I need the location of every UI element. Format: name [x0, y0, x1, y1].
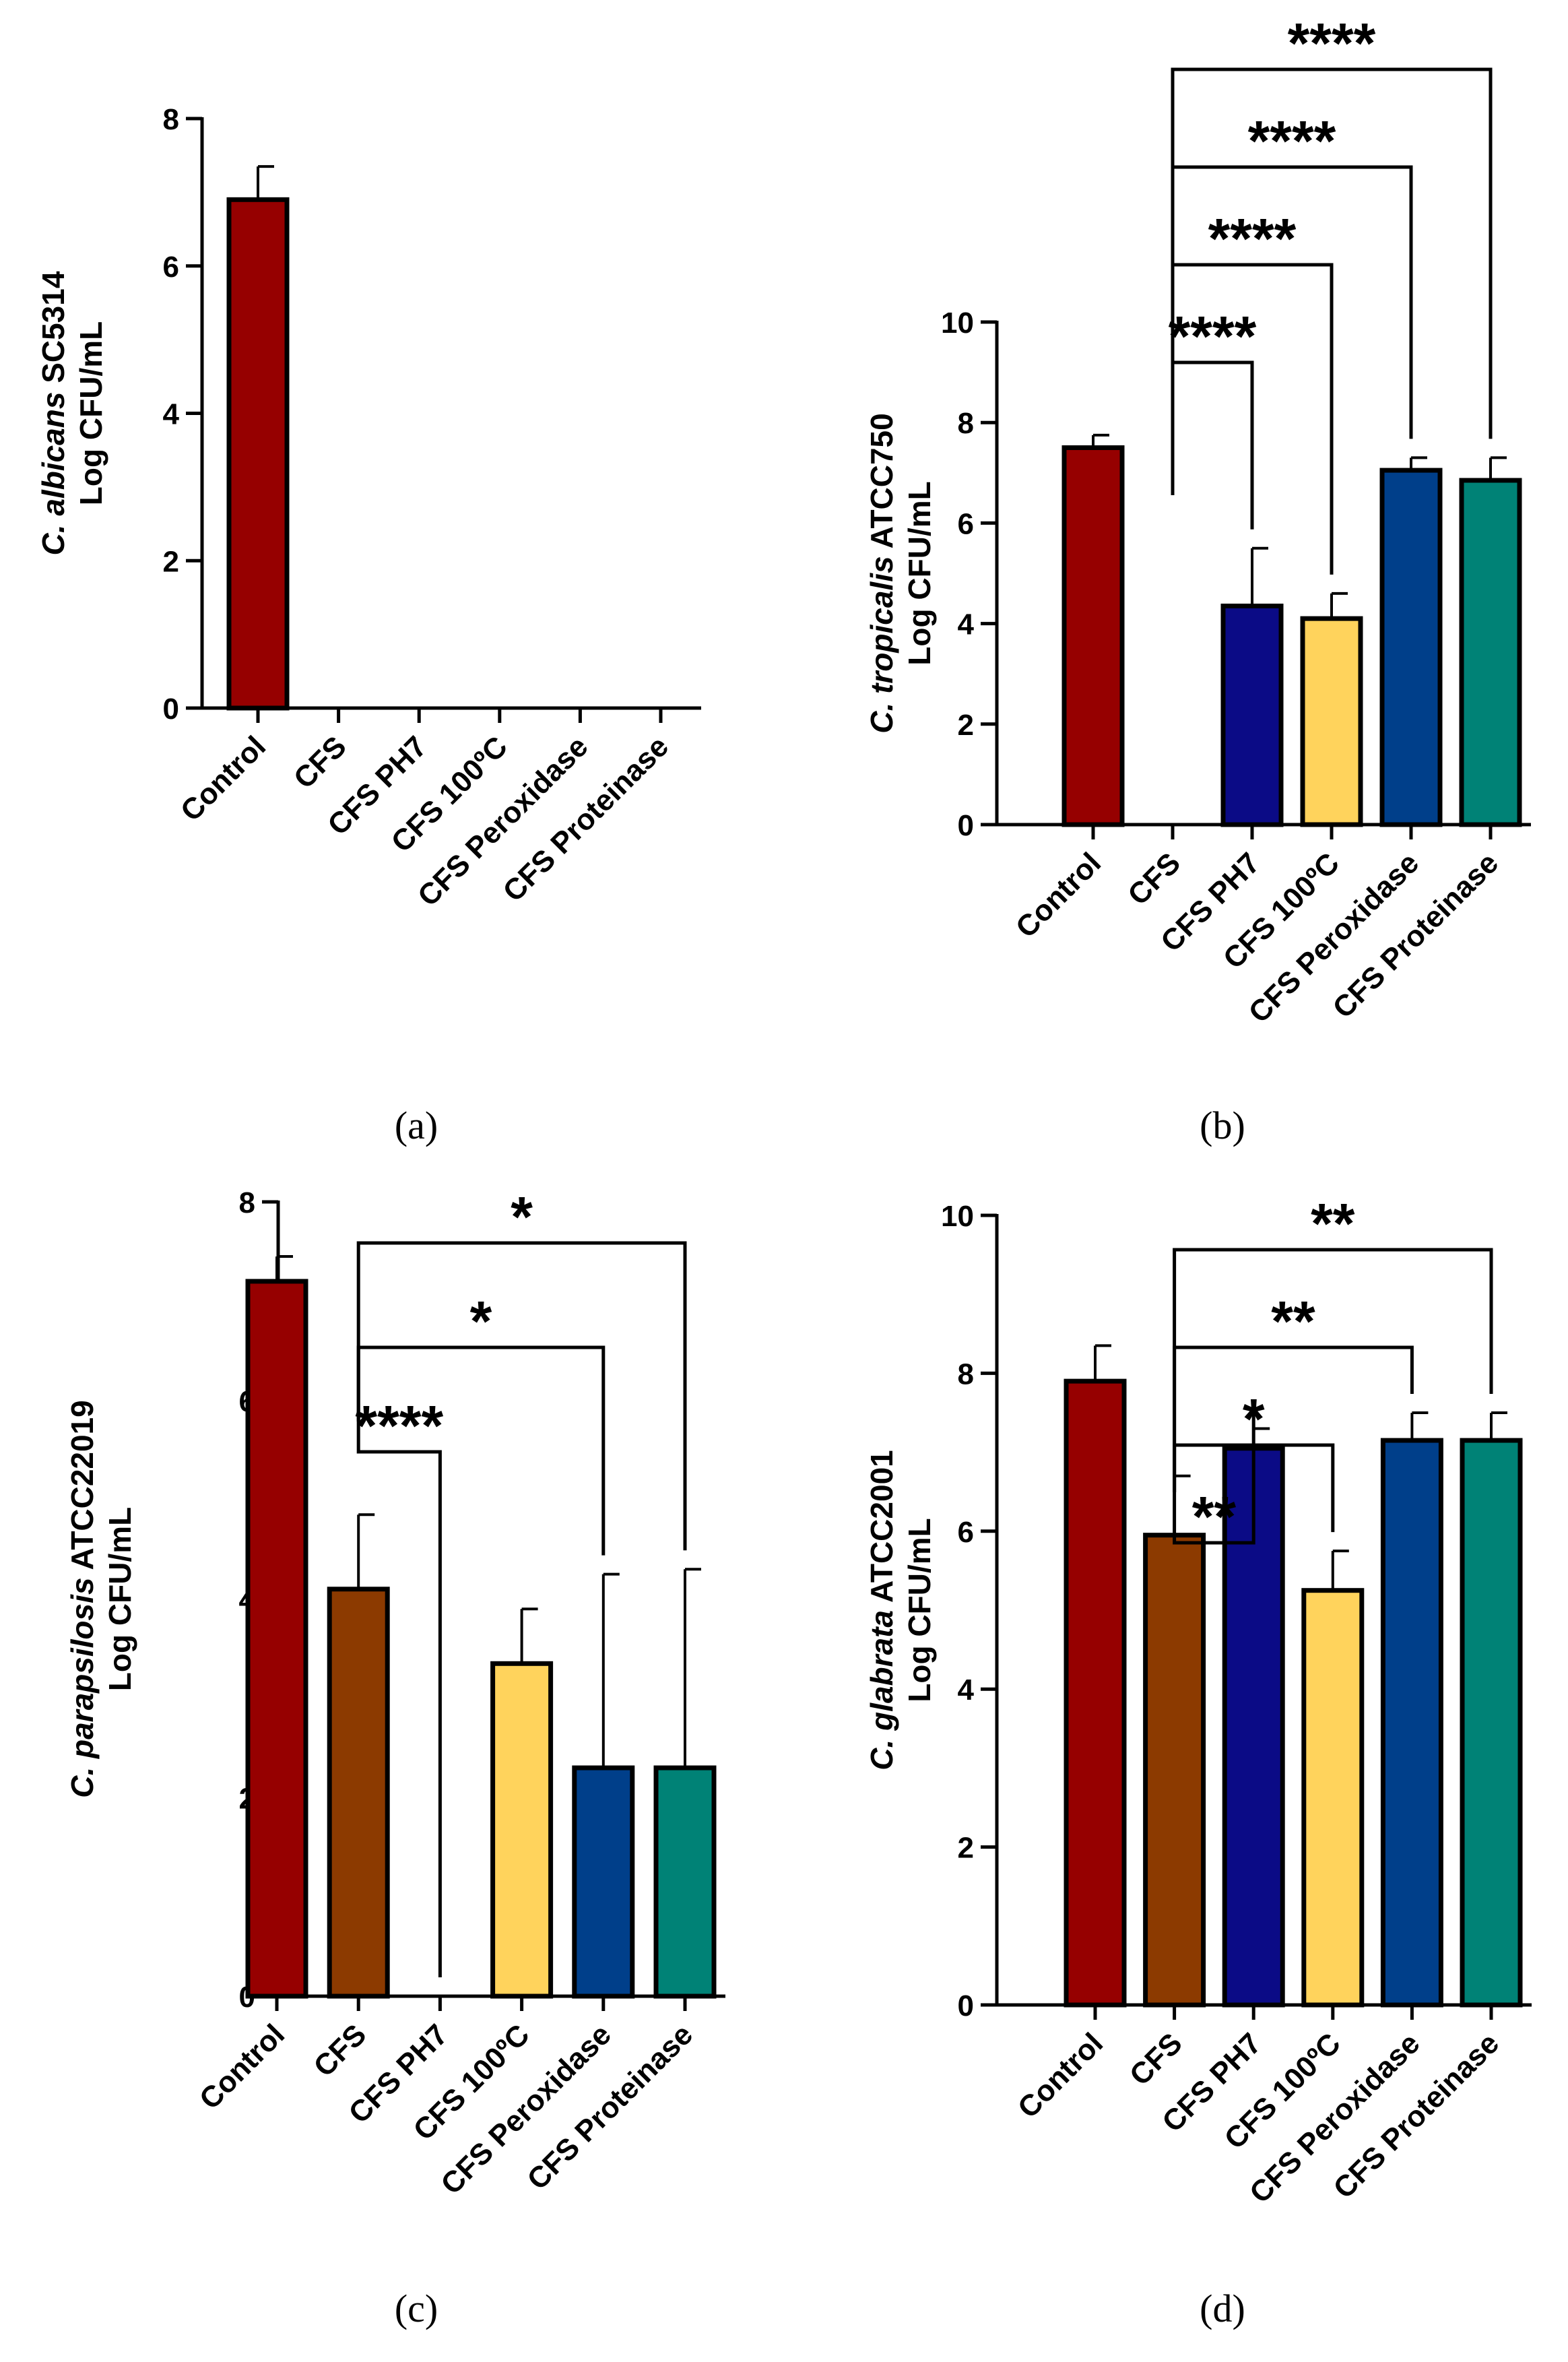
y-axis-strain: SC5314 [36, 271, 71, 391]
significance-label: **** [1248, 109, 1336, 172]
bar-cfs-proteinase [1460, 1438, 1523, 2008]
y-tick-label: 0 [163, 693, 179, 726]
category-label: CFS [1121, 846, 1187, 912]
category-label: CFS [307, 2018, 372, 2083]
significance-label: * [511, 1185, 533, 1248]
significance-label: **** [1288, 11, 1376, 75]
y-axis-strain: ATCC750 [864, 413, 899, 556]
bar-cfs-100-c [1301, 1588, 1365, 2008]
bar-cfs-peroxidase [1379, 468, 1443, 827]
significance-bracket [1173, 1409, 1255, 1545]
y-axis-label: C. tropicalis ATCC750 [864, 413, 899, 733]
bar-cfs-peroxidase [1380, 1438, 1443, 2008]
y-axis-species: C. tropicalis [864, 556, 899, 733]
y-tick-label: 6 [958, 507, 974, 540]
significance-bracket [356, 1241, 687, 1551]
significance-bracket [1173, 1345, 1414, 1492]
significance-bracket [1173, 1248, 1493, 1492]
y-tick-label: 2 [163, 545, 179, 578]
bar-cfs-peroxidase [572, 1765, 635, 1999]
y-tick-label: 8 [239, 1186, 255, 1219]
y-tick-label: 0 [958, 1989, 974, 2022]
y-axis-species: C. glabrata [864, 1610, 899, 1770]
category-label: Control [1012, 2026, 1109, 2124]
significance-bracket [356, 1422, 442, 1977]
y-tick-label: 10 [941, 307, 974, 340]
y-tick-label: 10 [941, 1200, 974, 1233]
bar-cfs-ph7 [1220, 603, 1284, 827]
y-axis-unit: Log CFU/mL [73, 321, 108, 505]
category-label: CFS [1123, 2026, 1189, 2092]
bar-cfs [327, 1587, 390, 1999]
y-axis-species: C. parapsilosis [65, 1578, 100, 1798]
y-axis-strain: ATCC22019 [65, 1400, 100, 1577]
y-axis-species: C. albicans [36, 392, 71, 556]
bar-control [245, 1279, 308, 1999]
bar-control [1064, 1378, 1127, 2008]
y-axis-label: C. albicans SC5314 [36, 271, 71, 555]
y-tick-label: 2 [958, 1832, 974, 1865]
y-tick-label: 4 [163, 398, 180, 431]
panel-label: (d) [1200, 2287, 1245, 2330]
panel-label: (a) [395, 1104, 438, 1147]
y-tick-label: 8 [958, 1358, 974, 1391]
y-axis-unit: Log CFU/mL [902, 481, 937, 665]
bar-control [1061, 445, 1125, 827]
bar-cfs-100-c [490, 1661, 554, 1999]
category-label: Control [193, 2018, 291, 2115]
bar-cfs-proteinase [1459, 478, 1522, 827]
y-axis-unit: Log CFU/mL [102, 1507, 137, 1691]
significance-label: **** [355, 1394, 443, 1457]
y-tick-label: 4 [958, 1673, 975, 1706]
significance-label: * [470, 1289, 492, 1353]
panel-label: (b) [1200, 1104, 1245, 1147]
y-tick-label: 6 [163, 251, 179, 284]
y-axis-strain: ATCC2001 [864, 1450, 899, 1610]
y-tick-label: 0 [958, 809, 974, 842]
significance-label: **** [1208, 207, 1297, 270]
significance-bracket [1171, 67, 1493, 495]
y-axis-label: C. parapsilosis ATCC22019 [65, 1400, 100, 1798]
significance-label: ** [1271, 1289, 1315, 1353]
y-tick-label: 8 [958, 407, 974, 440]
significance-bracket [1171, 360, 1254, 530]
y-axis-label: C. glabrata ATCC2001 [864, 1450, 899, 1770]
y-tick-label: 2 [958, 709, 974, 742]
category-label: Control [1010, 846, 1107, 944]
y-tick-label: 4 [958, 608, 975, 641]
significance-label: **** [1169, 305, 1257, 368]
y-tick-label: 6 [958, 1516, 974, 1549]
category-label: CFS [288, 730, 353, 795]
bar-control [226, 197, 290, 711]
category-label: Control [174, 730, 272, 827]
significance-label: ** [1192, 1485, 1237, 1548]
y-axis-unit: Log CFU/mL [902, 1518, 937, 1702]
bar-cfs [1143, 1533, 1206, 2008]
y-tick-label: 8 [163, 103, 179, 136]
bar-cfs-proteinase [653, 1765, 717, 1999]
significance-label: ** [1311, 1192, 1355, 1255]
bar-cfs-100-c [1300, 616, 1363, 827]
significance-label: * [1243, 1387, 1265, 1450]
panel-label: (c) [395, 2287, 438, 2330]
